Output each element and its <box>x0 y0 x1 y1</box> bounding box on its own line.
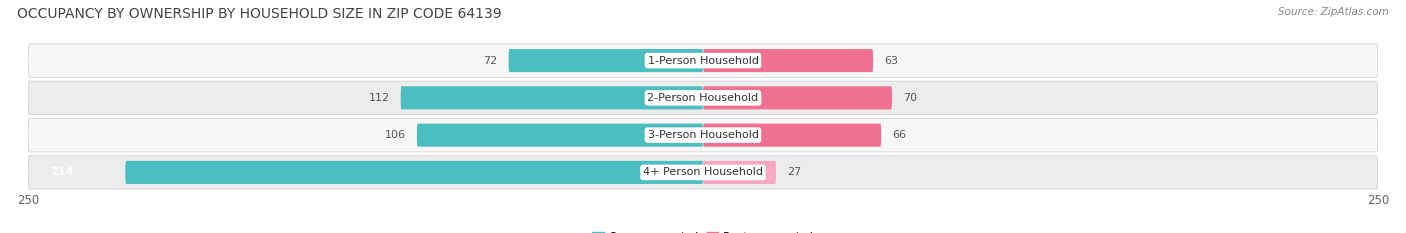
Text: 3-Person Household: 3-Person Household <box>648 130 758 140</box>
Text: 27: 27 <box>787 168 801 177</box>
Text: 63: 63 <box>884 56 898 65</box>
Text: 1-Person Household: 1-Person Household <box>648 56 758 65</box>
FancyBboxPatch shape <box>28 118 1378 152</box>
FancyBboxPatch shape <box>509 49 703 72</box>
FancyBboxPatch shape <box>28 81 1378 115</box>
Text: 66: 66 <box>891 130 905 140</box>
FancyBboxPatch shape <box>703 161 776 184</box>
FancyBboxPatch shape <box>28 156 1378 189</box>
FancyBboxPatch shape <box>125 161 703 184</box>
Text: 112: 112 <box>368 93 389 103</box>
Text: 214: 214 <box>49 168 73 177</box>
Text: 4+ Person Household: 4+ Person Household <box>643 168 763 177</box>
FancyBboxPatch shape <box>28 44 1378 77</box>
Text: 2-Person Household: 2-Person Household <box>647 93 759 103</box>
Text: Source: ZipAtlas.com: Source: ZipAtlas.com <box>1278 7 1389 17</box>
Text: 72: 72 <box>484 56 498 65</box>
Text: 106: 106 <box>385 130 406 140</box>
FancyBboxPatch shape <box>703 86 891 110</box>
FancyBboxPatch shape <box>703 49 873 72</box>
Legend: Owner-occupied, Renter-occupied: Owner-occupied, Renter-occupied <box>592 232 814 233</box>
FancyBboxPatch shape <box>401 86 703 110</box>
FancyBboxPatch shape <box>703 123 882 147</box>
Text: OCCUPANCY BY OWNERSHIP BY HOUSEHOLD SIZE IN ZIP CODE 64139: OCCUPANCY BY OWNERSHIP BY HOUSEHOLD SIZE… <box>17 7 502 21</box>
FancyBboxPatch shape <box>416 123 703 147</box>
Text: 70: 70 <box>903 93 917 103</box>
